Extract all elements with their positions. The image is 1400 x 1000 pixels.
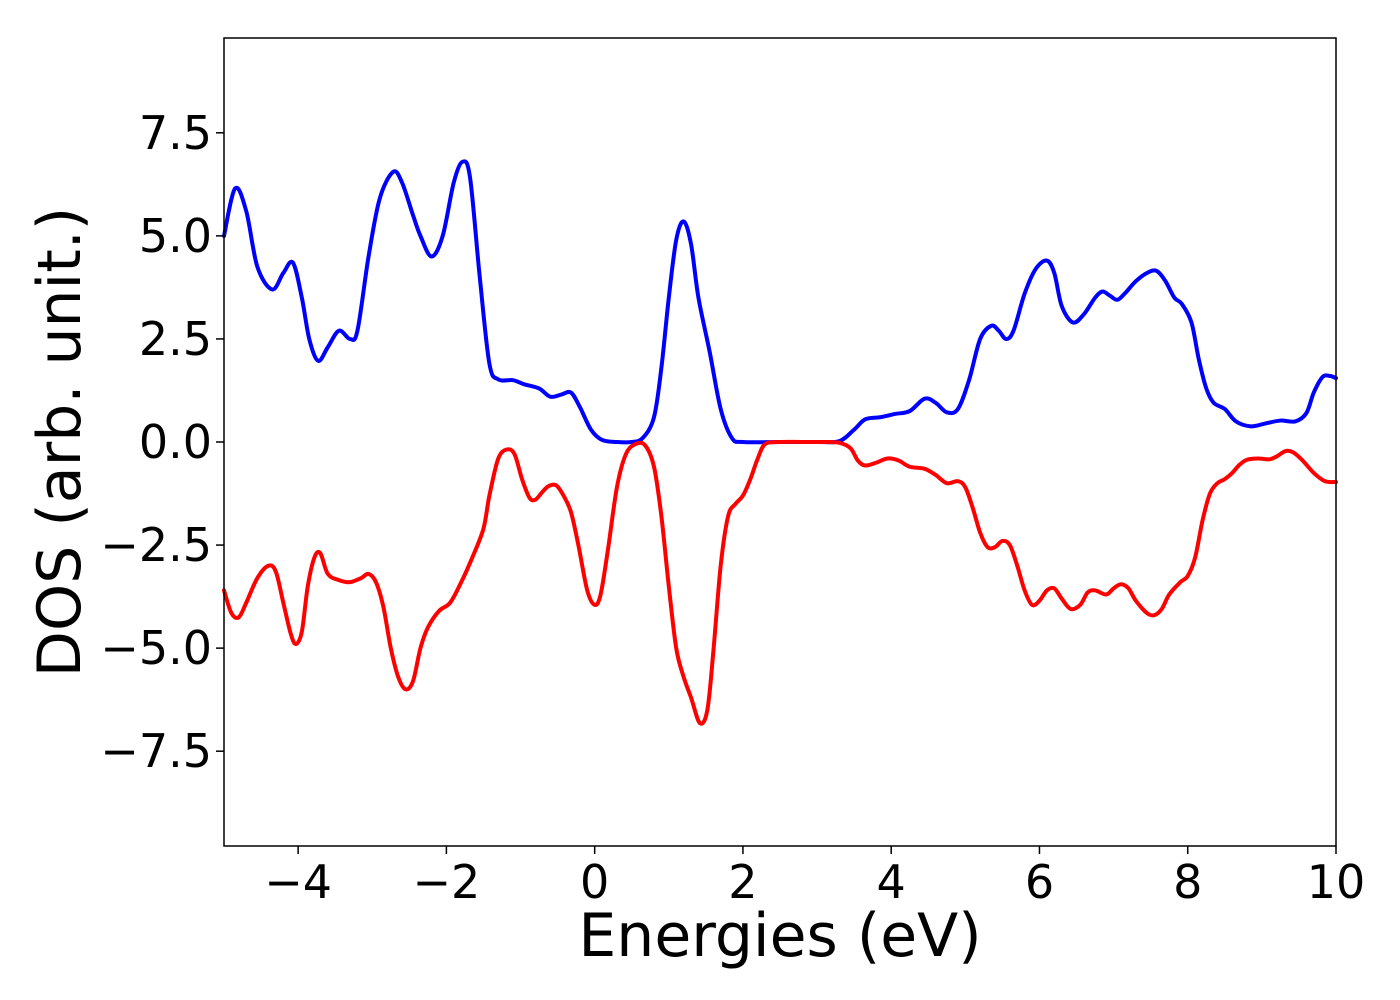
x-tick-label: 10 xyxy=(1307,855,1366,909)
y-tick-label: −2.5 xyxy=(100,518,212,572)
x-tick-label: −2 xyxy=(412,855,480,909)
y-tick-label: 2.5 xyxy=(139,312,212,366)
x-tick-label: −4 xyxy=(264,855,332,909)
x-tick-label: 6 xyxy=(1025,855,1054,909)
y-tick-label: 7.5 xyxy=(139,106,212,160)
series-layer xyxy=(222,159,1338,726)
series-line-2 xyxy=(222,439,1338,726)
x-tick-label: 4 xyxy=(877,855,906,909)
series-line-1 xyxy=(222,159,1338,445)
y-axis-label: DOS (arb. unit.) xyxy=(25,207,95,677)
x-axis-label: Energies (eV) xyxy=(578,901,981,971)
y-tick-label: 5.0 xyxy=(139,209,212,263)
y-tick-label: −5.0 xyxy=(100,621,212,675)
x-tick-label: 8 xyxy=(1173,855,1202,909)
x-tick-label: 0 xyxy=(580,855,609,909)
x-axis-ticks: −4 −2 0 2 4 6 8 10 xyxy=(264,846,1365,909)
y-tick-label: −7.5 xyxy=(100,724,212,778)
y-tick-label: 0.0 xyxy=(139,415,212,469)
y-axis-ticks: −7.5 −5.0 −2.5 0.0 2.5 5.0 7.5 xyxy=(100,106,224,778)
x-tick-label: 2 xyxy=(728,855,757,909)
